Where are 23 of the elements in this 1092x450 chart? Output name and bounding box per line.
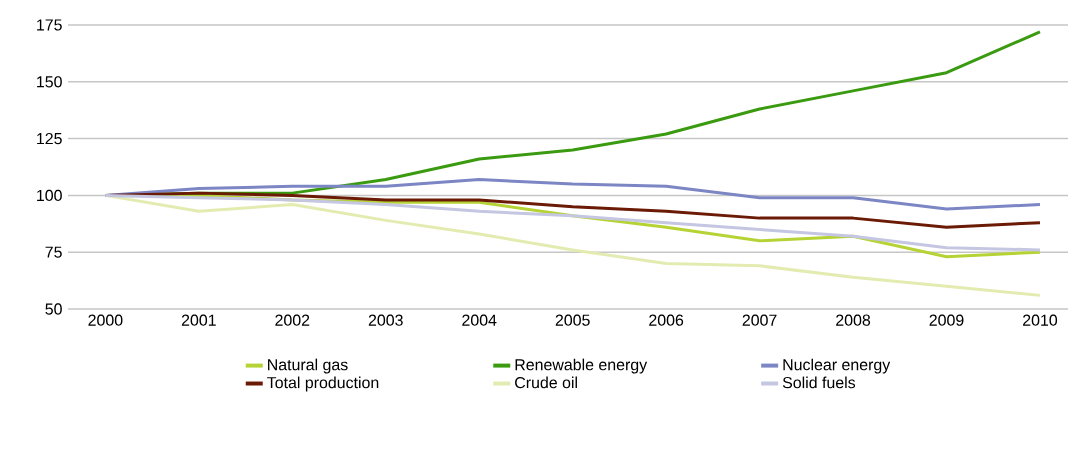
x-tick-label: 2002 (275, 314, 310, 326)
x-tick-label: 2004 (462, 314, 497, 326)
y-tick-label: 175 (37, 19, 62, 31)
x-tick-label: 2005 (555, 314, 590, 326)
y-tick-label: 50 (45, 303, 62, 315)
x-tick-label: 2009 (929, 314, 964, 326)
y-tick-label: 75 (45, 246, 62, 258)
y-tick-label: 100 (37, 189, 62, 202)
x-tick-label: 2008 (836, 314, 871, 326)
x-tick-label: 2001 (181, 314, 216, 326)
x-tick-label: 2003 (368, 314, 403, 326)
legend-label: Renewable energy (515, 358, 648, 374)
legend-label: Total production (267, 376, 379, 392)
x-tick-label: 2006 (649, 314, 684, 326)
legend-label: Nuclear energy (783, 358, 891, 374)
x-tick-label: 2007 (742, 314, 777, 326)
legend-label: Crude oil (515, 376, 577, 389)
x-tick-label: 2000 (88, 314, 123, 326)
x-tick-label: 2010 (1023, 314, 1058, 326)
legend-label: Solid fuels (782, 376, 856, 389)
y-tick-label: 125 (37, 132, 62, 145)
legend-label: Natural gas (268, 358, 348, 374)
y-tick-label: 150 (37, 76, 62, 88)
